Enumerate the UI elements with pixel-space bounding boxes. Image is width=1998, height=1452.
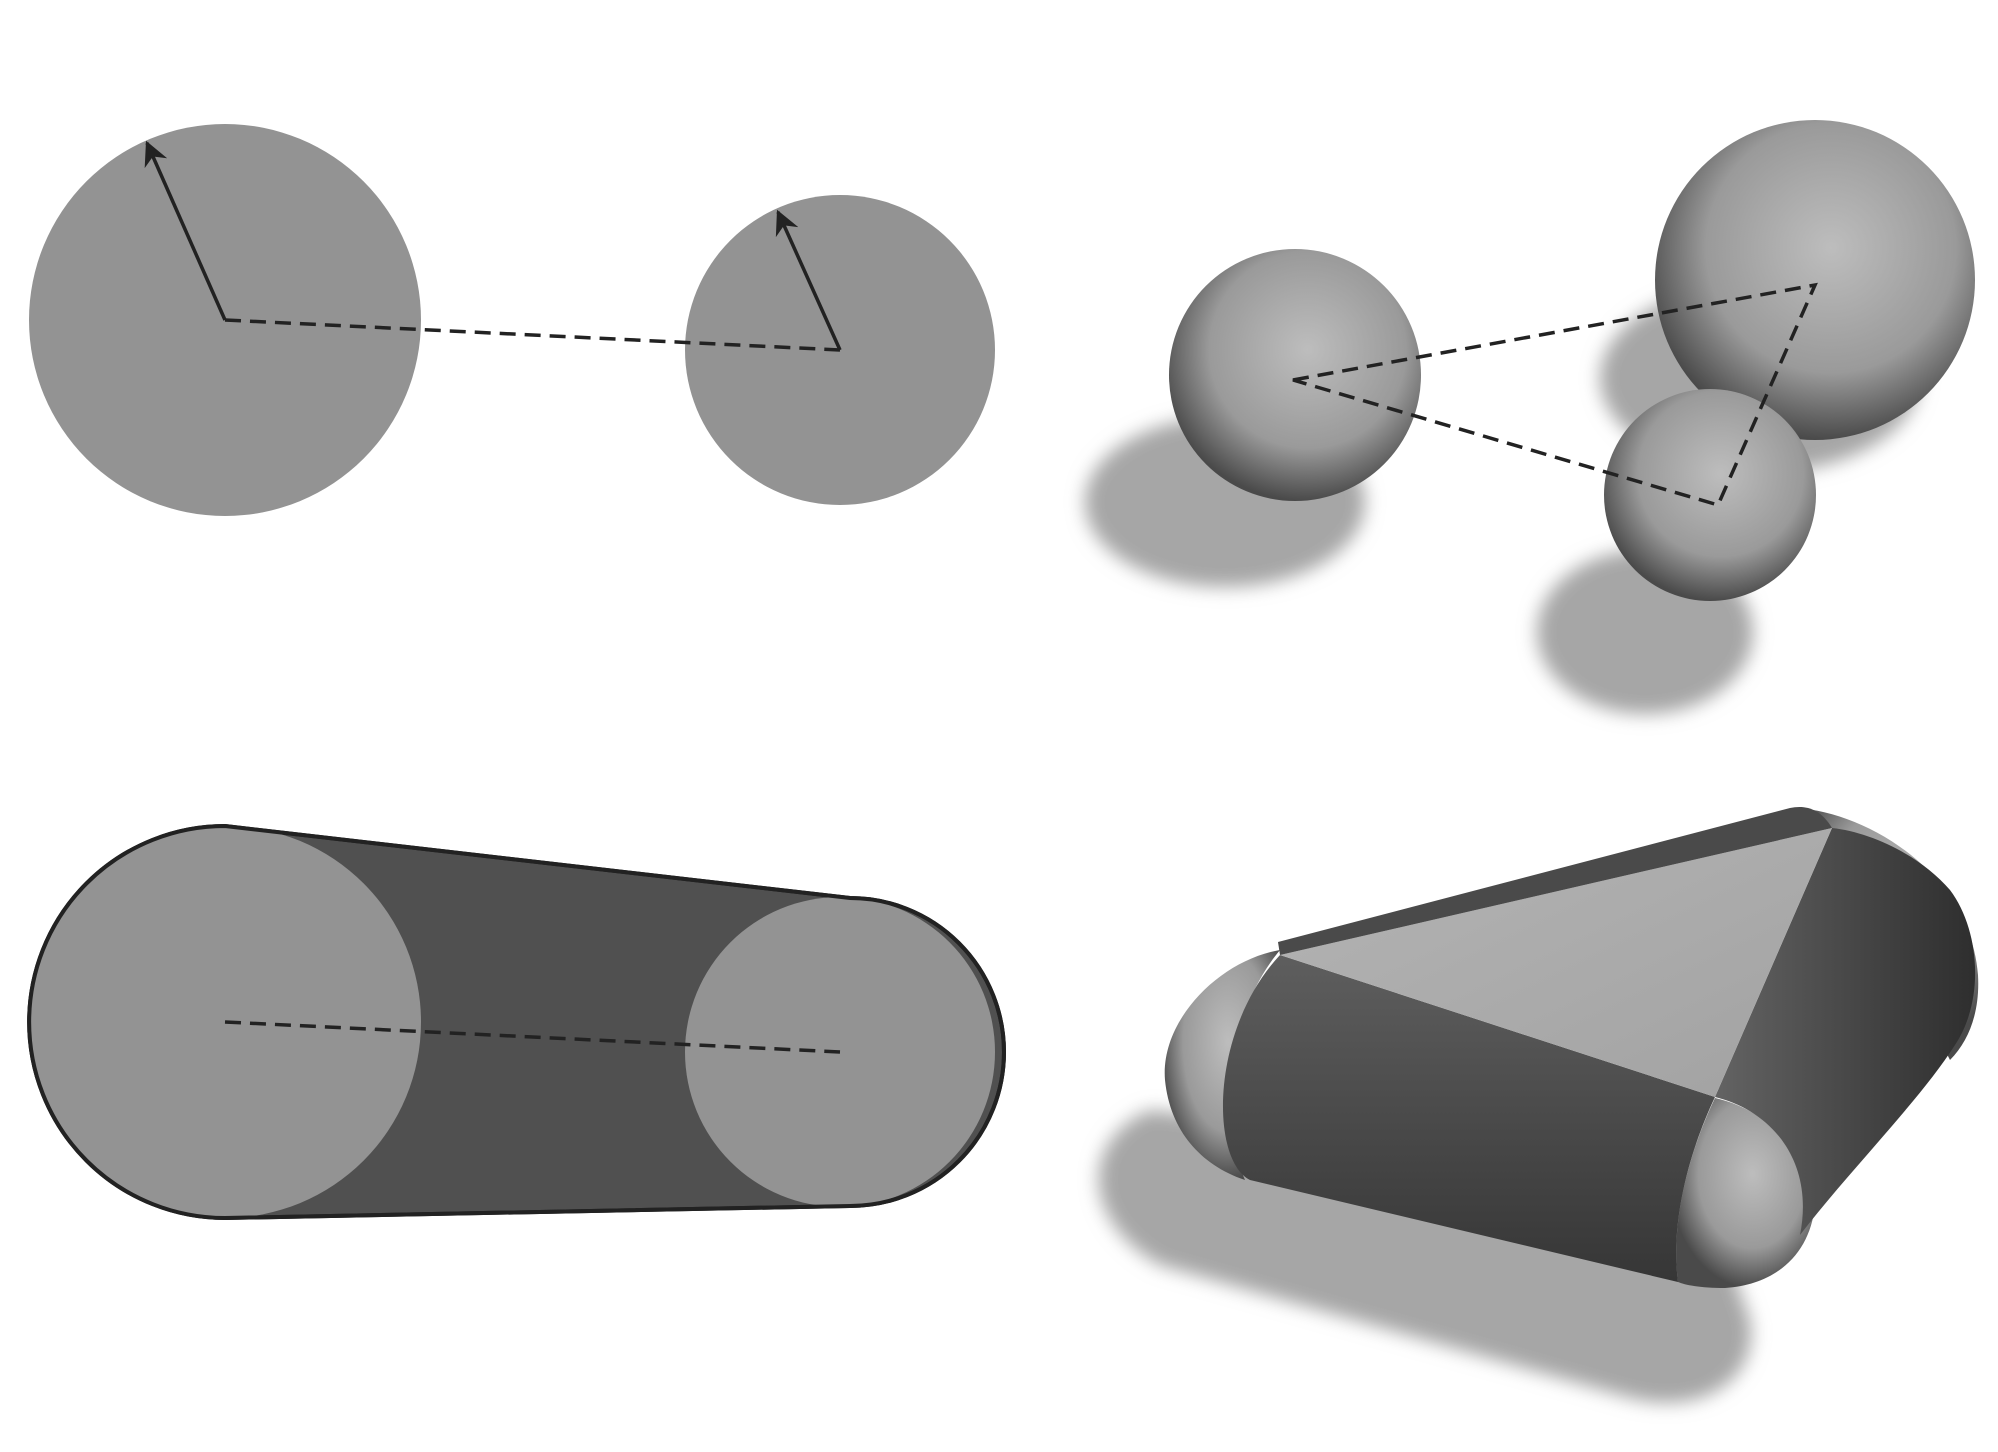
hull-top-rim: [1278, 807, 1832, 955]
large-radius-arrow: [144, 140, 227, 321]
sphere-left: [1169, 249, 1421, 501]
sphere-bottom-right: [1604, 389, 1816, 601]
panel-three-spheres: [1085, 120, 1975, 714]
sphere-top-right: [1655, 120, 1975, 440]
small-radius-arrow: [775, 209, 842, 351]
hull-right-face: [1715, 828, 1976, 1235]
hull-left-cap: [1164, 950, 1280, 1180]
capsule-outline-stroke: [27, 823, 1006, 1221]
sphere-centers-triangle: [1292, 282, 1818, 508]
center-dashed-line: [224, 318, 841, 352]
panel-capsule-hull: [27, 823, 1006, 1221]
capsule-center-dashed-line: [224, 1020, 841, 1054]
panel-two-circles: [29, 124, 995, 516]
hull-bottom-right-cap: [1676, 1098, 1815, 1288]
hull-bottom-face: [1222, 955, 1715, 1282]
panel-triangle-hull: [1098, 807, 1979, 1403]
hull-top-face: [1280, 828, 1832, 1097]
